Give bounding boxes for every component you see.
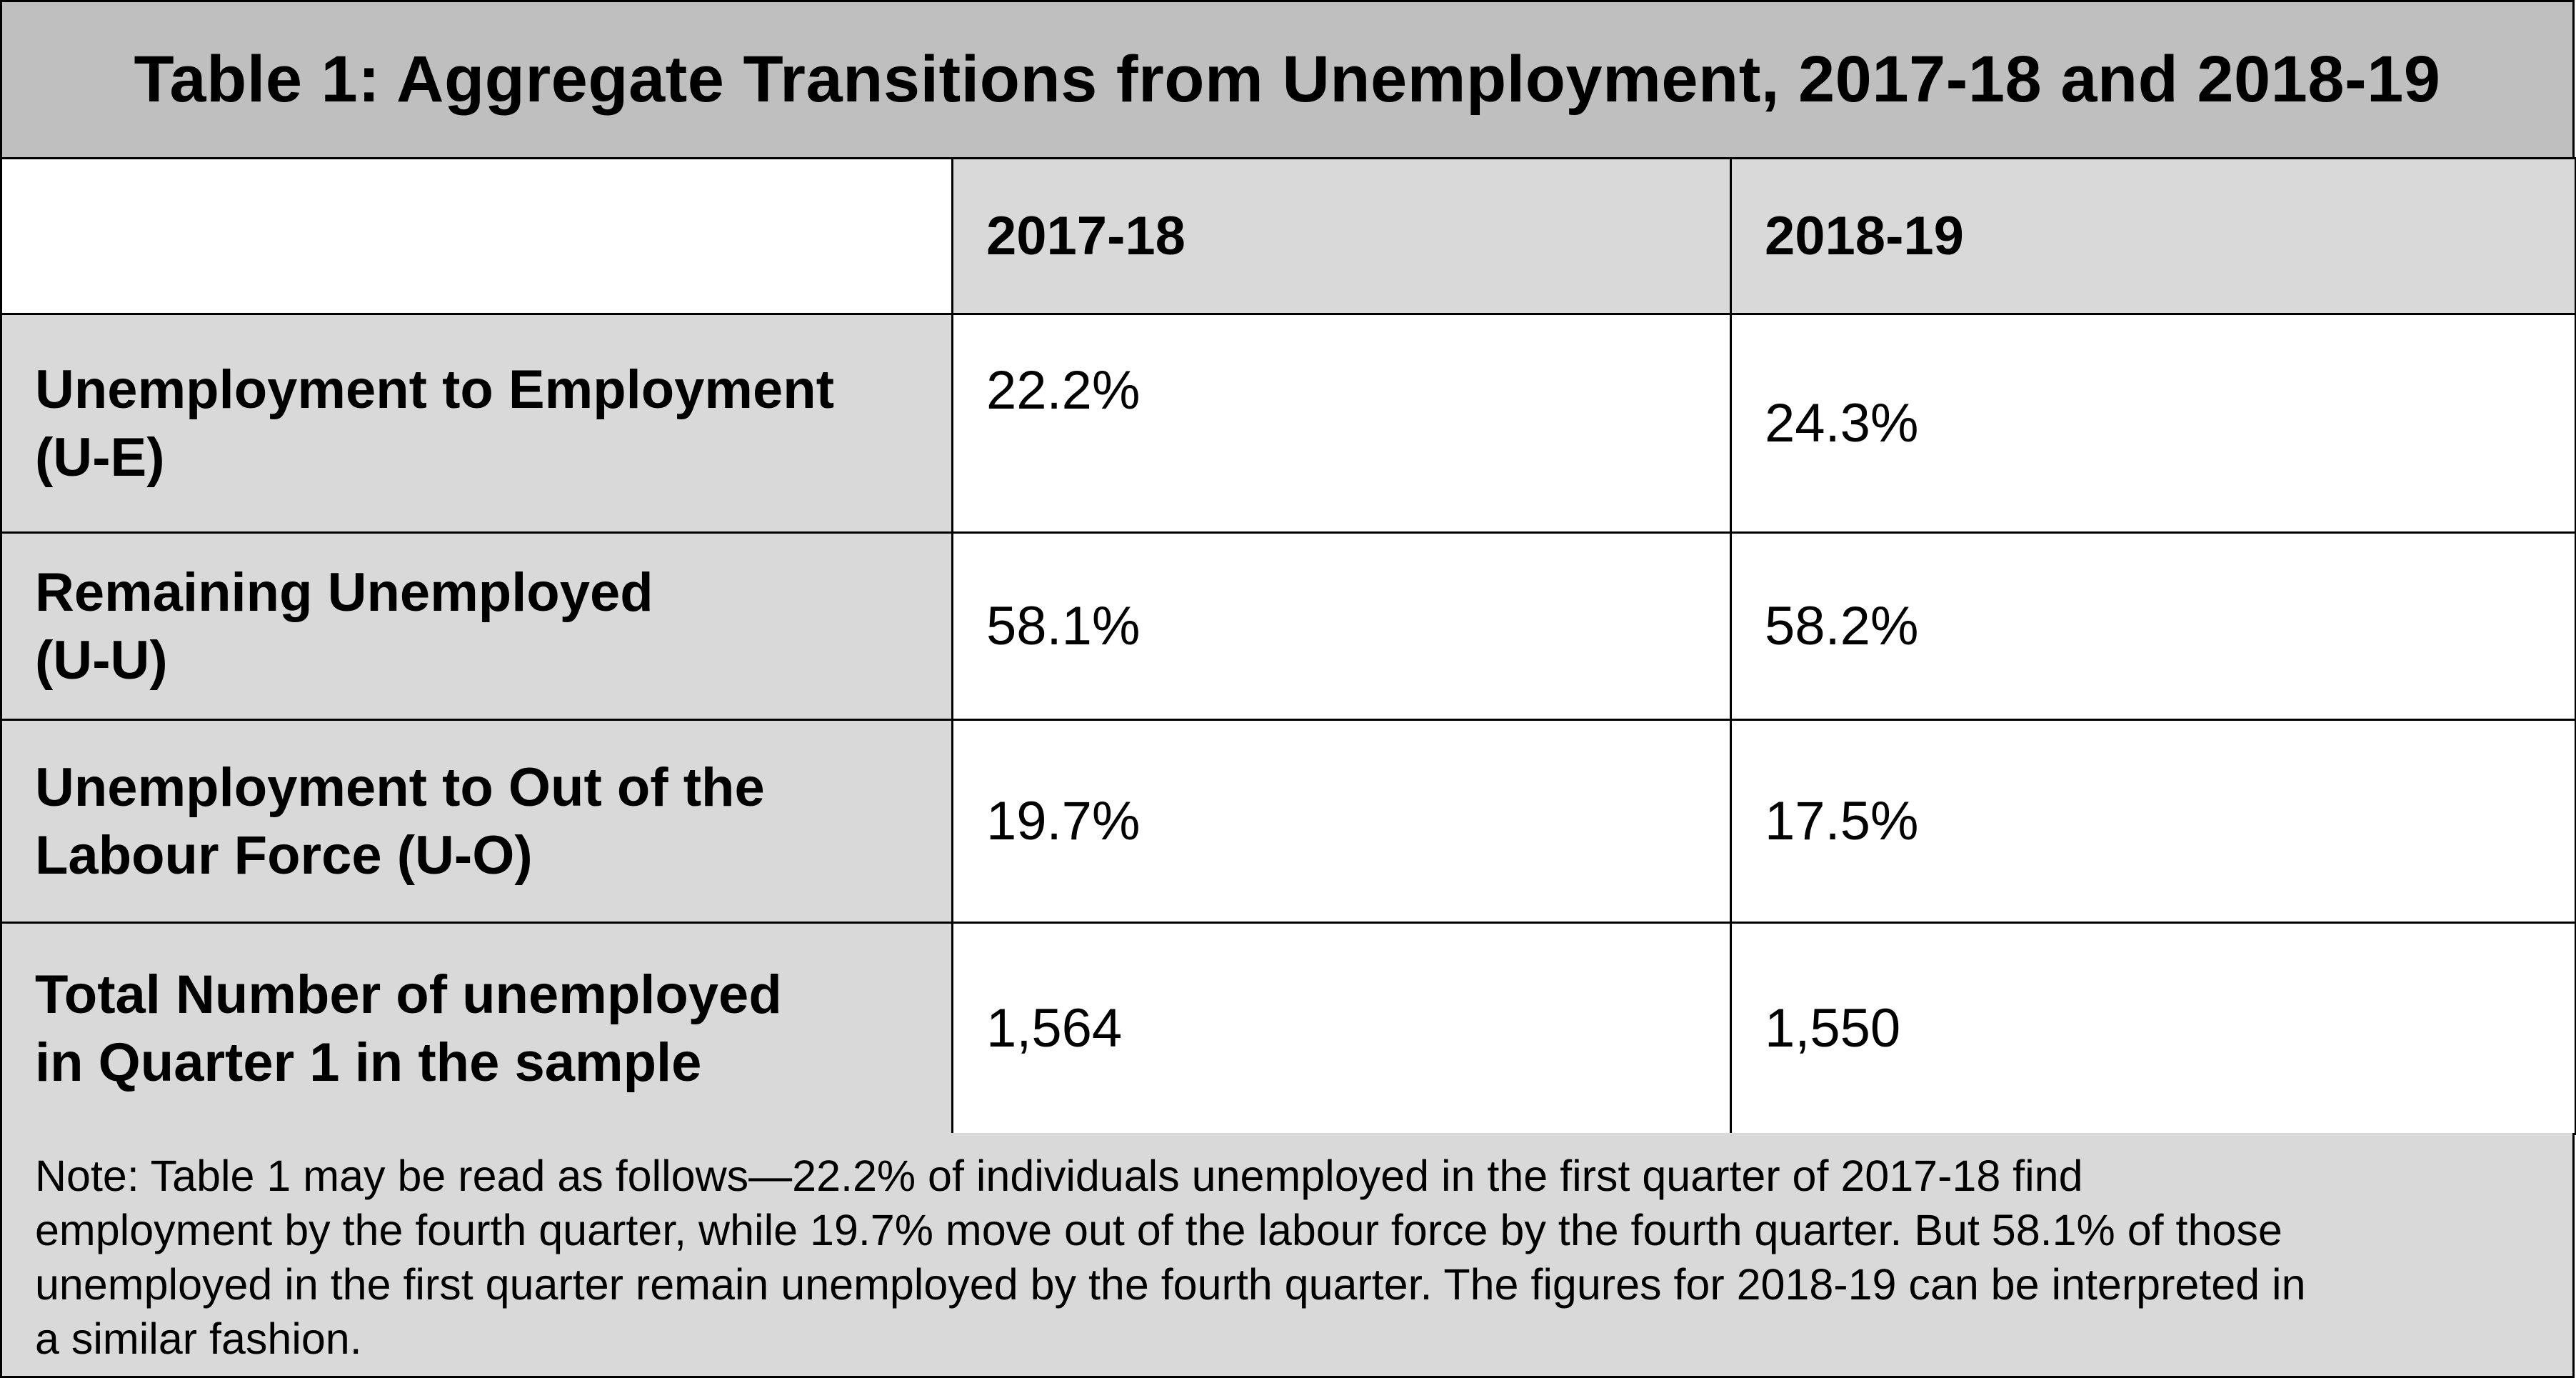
table-title: Table 1: Aggregate Transitions from Unem… — [134, 43, 2441, 116]
value-cell-u-e-2017-18: 22.2% — [951, 313, 1732, 534]
row-label-line: Remaining Unemployed — [35, 561, 653, 623]
value-cell-total-2017-18: 1,564 — [951, 922, 1732, 1135]
value-cell-u-o-2018-19: 17.5% — [1730, 719, 2576, 924]
value-cell-u-u-2017-18: 58.1% — [951, 531, 1732, 721]
row-label-line: (U-E) — [35, 426, 165, 488]
data-table: 2017-18 2018-19 Unemployment to Employme… — [0, 157, 2576, 1135]
note-line: Note: Table 1 may be read as follows—22.… — [35, 1152, 2083, 1200]
row-label-u-o: Unemployment to Out of the Labour Force … — [0, 719, 953, 924]
table-row-total: Total Number of unemployed in Quarter 1 … — [0, 922, 2576, 1135]
row-label-line: Unemployment to Employment — [35, 359, 834, 420]
row-label-line: Total Number of unemployed — [35, 964, 782, 1025]
column-header-2018-19: 2018-19 — [1730, 157, 2576, 315]
value-cell-u-o-2017-18: 19.7% — [951, 719, 1732, 924]
row-label-line: Labour Force (U-O) — [35, 824, 533, 886]
note-line: a similar fashion. — [35, 1314, 362, 1363]
table-row-u-o: Unemployment to Out of the Labour Force … — [0, 719, 2576, 924]
row-label-u-e: Unemployment to Employment (U-E) — [0, 313, 953, 534]
value-cell-total-2018-19: 1,550 — [1730, 922, 2576, 1135]
row-label-total: Total Number of unemployed in Quarter 1 … — [0, 922, 953, 1135]
value-cell-u-u-2018-19: 58.2% — [1730, 531, 2576, 721]
row-label-u-u: Remaining Unemployed (U-U) — [0, 531, 953, 721]
column-header-2017-18: 2017-18 — [951, 157, 1732, 315]
value-cell-u-e-2018-19: 24.3% — [1730, 313, 2576, 534]
row-label-line: (U-U) — [35, 629, 168, 691]
header-row: 2017-18 2018-19 — [0, 157, 2576, 315]
header-corner-cell — [0, 157, 953, 315]
table-row-u-u: Remaining Unemployed (U-U) 58.1% 58.2% — [0, 531, 2576, 721]
note-line: unemployed in the first quarter remain u… — [35, 1260, 2306, 1309]
row-label-line: in Quarter 1 in the sample — [35, 1032, 702, 1093]
table-note: Note: Table 1 may be read as follows—22.… — [0, 1133, 2575, 1378]
table-title-bar: Table 1: Aggregate Transitions from Unem… — [0, 0, 2575, 157]
table-row-u-e: Unemployment to Employment (U-E) 22.2% 2… — [0, 313, 2576, 534]
note-line: employment by the fourth quarter, while … — [35, 1206, 2282, 1254]
row-label-line: Unemployment to Out of the — [35, 757, 765, 818]
